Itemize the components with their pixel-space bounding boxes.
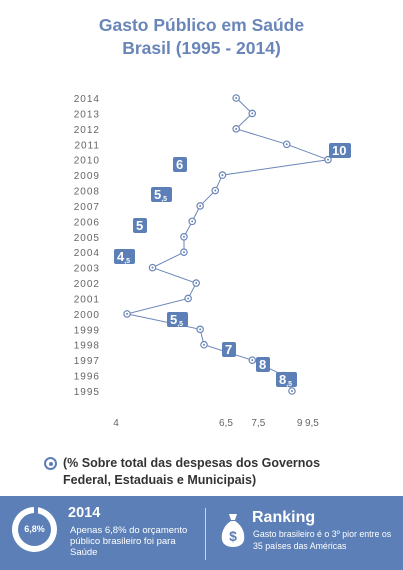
footer-divider xyxy=(205,508,206,560)
svg-text:$: $ xyxy=(229,528,237,544)
data-label: 5,5 xyxy=(154,187,167,203)
x-tick-label: 9,5 xyxy=(305,418,319,429)
money-bag-icon: $ xyxy=(221,514,245,547)
data-point-center xyxy=(251,112,254,115)
legend-text: (% Sobre total das despesas dos Governos… xyxy=(63,456,321,487)
data-point-center xyxy=(327,158,329,161)
chart-title: Gasto Público em Saúde Brasil (1995 - 20… xyxy=(0,14,403,60)
data-label: 10 xyxy=(332,143,346,158)
data-point-center xyxy=(203,343,206,346)
y-tick-label: 1995 xyxy=(74,387,100,398)
data-point-center xyxy=(182,251,185,254)
data-point-center xyxy=(151,266,154,269)
y-tick-label: 2003 xyxy=(74,264,100,275)
footer-year-description: Apenas 6,8% do orçamento público brasile… xyxy=(70,525,188,558)
y-tick-label: 2006 xyxy=(74,217,100,228)
data-label-box xyxy=(173,157,187,172)
x-tick-label: 9 xyxy=(297,418,303,429)
title-line-2: Brasil (1995 - 2014) xyxy=(122,38,281,58)
data-label-box xyxy=(222,342,236,357)
y-tick-label: 2000 xyxy=(74,310,100,321)
data-point-center xyxy=(182,235,185,238)
x-tick-label: 7,5 xyxy=(251,418,265,429)
data-label: 5,5 xyxy=(170,312,183,328)
data-point-center xyxy=(195,282,198,285)
data-label: 4,5 xyxy=(117,249,130,265)
data-label-box xyxy=(329,143,351,158)
y-tick-label: 2014 xyxy=(74,94,100,105)
line-chart: 1995 1996 1997 1998 1999 2000 2001 2002 2003 2004… xyxy=(74,94,351,429)
percent-ring-icon: 6,8% xyxy=(12,507,57,552)
y-tick-label: 1996 xyxy=(74,372,100,383)
ranking-description: Gasto brasileiro é o 3º pior entre os 35… xyxy=(253,529,392,551)
y-tick-label: 2001 xyxy=(74,294,100,305)
data-label-box xyxy=(276,372,297,387)
data-point-center xyxy=(285,143,288,146)
y-tick-label: 2007 xyxy=(74,202,100,213)
legend: (% Sobre total das despesas dos Governos… xyxy=(44,455,364,489)
y-tick-label: 2002 xyxy=(74,279,100,290)
ranking-title: Ranking xyxy=(252,509,316,526)
y-tick-label: 1999 xyxy=(74,325,100,336)
y-tick-label: 2008 xyxy=(74,187,100,198)
y-tick-label: 2010 xyxy=(74,156,100,167)
footer-year: 2014 xyxy=(68,505,101,521)
data-point-center xyxy=(235,127,238,130)
data-label-box xyxy=(167,312,188,327)
title-line-1: Gasto Público em Saúde xyxy=(98,15,305,35)
y-tick-label: 1997 xyxy=(74,356,100,367)
data-point-center xyxy=(235,97,238,99)
x-tick-label: 6,5 xyxy=(219,418,233,429)
data-point-center xyxy=(290,390,293,392)
y-tick-label: 2013 xyxy=(74,109,100,120)
data-point-center xyxy=(221,174,224,177)
data-label: 6 xyxy=(176,157,183,172)
data-point-center xyxy=(251,359,254,362)
data-point-center xyxy=(126,312,129,315)
data-label: 5 xyxy=(136,218,143,233)
data-point-center xyxy=(199,204,202,207)
y-tick-label: 2012 xyxy=(74,125,100,136)
data-label: 8,5 xyxy=(279,372,292,388)
data-point-center xyxy=(199,328,202,331)
y-tick-label: 2004 xyxy=(74,248,100,259)
data-label: 7 xyxy=(225,342,232,357)
y-tick-label: 2005 xyxy=(74,233,100,244)
y-tick-label: 2009 xyxy=(74,171,100,182)
y-tick-label: 2011 xyxy=(74,140,100,151)
ring-label: 6,8% xyxy=(24,524,45,534)
legend-marker-icon xyxy=(44,457,57,470)
data-label: 8 xyxy=(259,357,266,372)
data-label-box xyxy=(133,218,147,233)
footer-panel: 6,8% 2014 Apenas 6,8% do orçamento públi… xyxy=(0,496,403,570)
data-point-center xyxy=(191,220,194,223)
data-label-box xyxy=(151,187,172,202)
data-label-box xyxy=(256,357,270,372)
x-tick-label: 4 xyxy=(113,418,119,429)
y-tick-label: 1998 xyxy=(74,341,100,352)
data-label-box xyxy=(114,249,135,264)
data-point-center xyxy=(214,189,217,192)
data-point-center xyxy=(187,297,190,300)
